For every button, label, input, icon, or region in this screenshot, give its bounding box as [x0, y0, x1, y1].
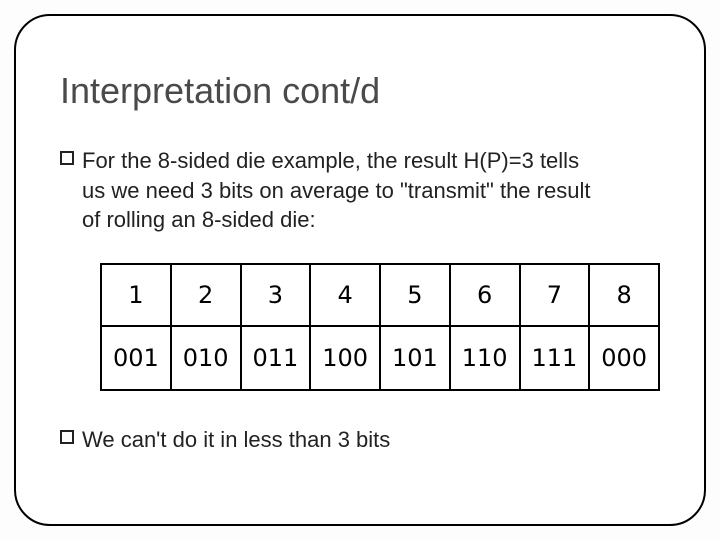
para1-line2: us we need 3 bits on average to "transmi… [82, 176, 590, 206]
square-bullet-icon [60, 430, 74, 444]
table-header-cell: 8 [589, 264, 659, 326]
table-row: 1 2 3 4 5 6 7 8 [101, 264, 659, 326]
table-cell: 010 [171, 326, 241, 390]
table-cell: 111 [520, 326, 590, 390]
table-header-cell: 2 [171, 264, 241, 326]
para1-line3: of rolling an 8-sided die: [82, 205, 590, 235]
para2-text: We can't do it in less than 3 bits [82, 425, 390, 455]
slide-title: Interpretation cont/d [60, 70, 660, 112]
table-header-cell: 1 [101, 264, 171, 326]
table-row: 001 010 011 100 101 110 111 000 [101, 326, 659, 390]
table-cell: 110 [450, 326, 520, 390]
table-cell: 011 [241, 326, 311, 390]
para1-line1: For the 8-sided die example, the result … [82, 146, 590, 176]
table-header-cell: 5 [380, 264, 450, 326]
slide-content: Interpretation cont/d For the 8-sided di… [60, 70, 660, 480]
bullet-2: We can't do it in less than 3 bits [60, 425, 660, 455]
slide: Interpretation cont/d For the 8-sided di… [0, 0, 720, 540]
table-cell: 100 [310, 326, 380, 390]
bullet-1: For the 8-sided die example, the result … [60, 146, 660, 235]
table-header-cell: 7 [520, 264, 590, 326]
table-header-cell: 3 [241, 264, 311, 326]
table-cell: 001 [101, 326, 171, 390]
table-header-cell: 6 [450, 264, 520, 326]
square-bullet-icon [60, 151, 74, 165]
table-header-cell: 4 [310, 264, 380, 326]
slide-frame: Interpretation cont/d For the 8-sided di… [14, 14, 706, 526]
encoding-table: 1 2 3 4 5 6 7 8 001 010 011 100 101 110 … [100, 263, 660, 391]
table-cell: 000 [589, 326, 659, 390]
bullet-1-text: For the 8-sided die example, the result … [82, 146, 590, 235]
table-cell: 101 [380, 326, 450, 390]
